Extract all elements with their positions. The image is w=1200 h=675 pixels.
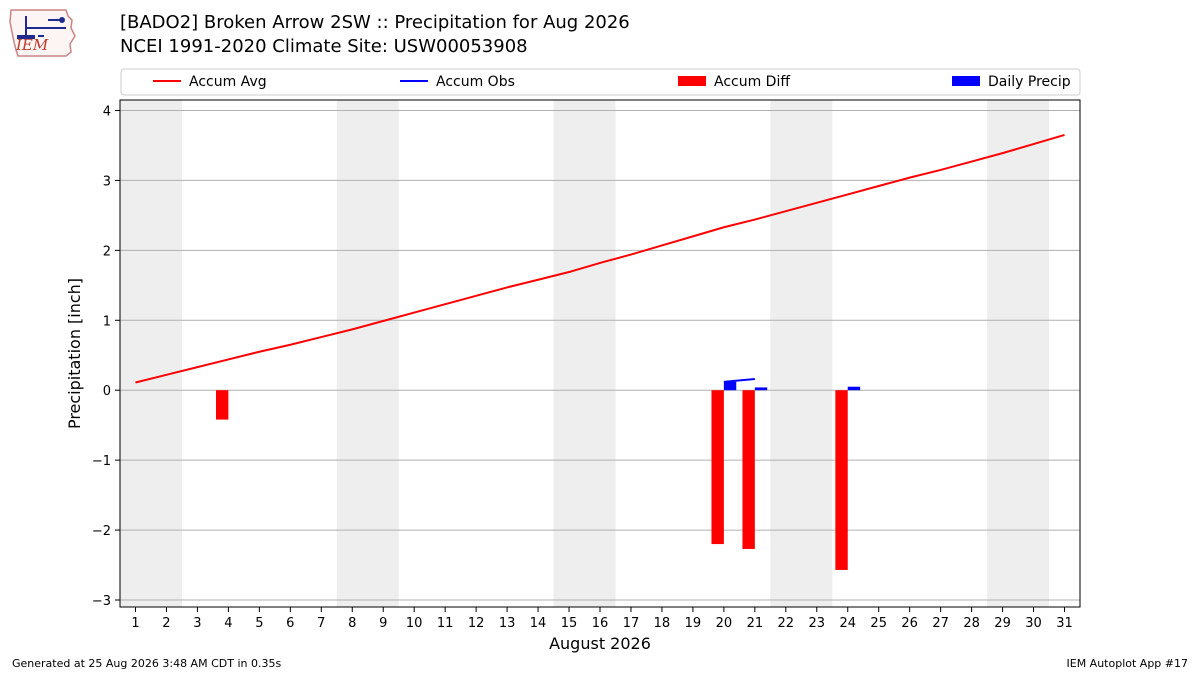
legend-swatch-accum-diff	[678, 76, 706, 86]
x-tick-label: 16	[592, 616, 609, 631]
x-tick-label: 9	[379, 616, 387, 631]
daily-precip-bar	[754, 387, 768, 391]
x-tick-label: 28	[963, 616, 980, 631]
chart-title: [BADO2] Broken Arrow 2SW :: Precipitatio…	[120, 12, 630, 33]
chart-subtitle: NCEI 1991-2020 Climate Site: USW00053908	[120, 36, 528, 57]
legend: Accum Avg Accum Obs Accum Diff Daily Precip	[120, 68, 1081, 96]
accum-diff-bar	[711, 390, 724, 545]
iem-logo: IEM	[9, 9, 76, 57]
x-tick-label: 11	[437, 616, 454, 631]
x-tick-label: 5	[255, 616, 263, 631]
x-tick-label: 7	[317, 616, 325, 631]
x-tick-label: 3	[193, 616, 201, 631]
legend-label-accum-diff: Accum Diff	[714, 74, 790, 90]
x-tick-label: 23	[809, 616, 826, 631]
accum-obs-line	[723, 378, 755, 383]
x-tick-label: 20	[716, 616, 733, 631]
daily-precip-bar	[723, 381, 737, 391]
legend-label-accum-avg: Accum Avg	[189, 74, 267, 90]
y-tick-label: −2	[92, 524, 111, 539]
y-tick-label: −3	[92, 594, 111, 609]
y-tick-label: 2	[103, 244, 111, 259]
legend-swatch-daily-precip	[952, 76, 980, 86]
weekend-band	[987, 100, 1050, 607]
daily-precip-bar	[847, 386, 861, 391]
y-axis-label: Precipitation [inch]	[65, 278, 84, 429]
accum-avg-line	[135, 134, 1065, 384]
x-tick-label: 6	[286, 616, 294, 631]
weekend-shading	[120, 100, 1050, 607]
x-axis: 1 2 3 4 5 6 7 8 9 10 11 12 13 14 15 16 17 18 19 20 21 22 23 24 2…	[131, 607, 1073, 631]
y-axis: 4 3 2 1 0 −1 −2 −3	[92, 104, 120, 609]
x-tick-label: 10	[406, 616, 423, 631]
x-tick-label: 26	[901, 616, 918, 631]
accum-diff-bar	[742, 390, 755, 549]
x-tick-label: 24	[839, 616, 856, 631]
weekend-band	[336, 100, 399, 607]
x-tick-label: 22	[778, 616, 795, 631]
y-tick-label: 3	[103, 174, 111, 189]
x-tick-label: 31	[1056, 616, 1073, 631]
x-tick-label: 2	[162, 616, 170, 631]
app-id: IEM Autoplot App #17	[1066, 657, 1189, 670]
x-tick-label: 25	[870, 616, 887, 631]
x-tick-label: 27	[932, 616, 949, 631]
x-axis-label: August 2026	[549, 634, 651, 653]
x-tick-label: 15	[561, 616, 578, 631]
legend-label-daily-precip: Daily Precip	[988, 74, 1071, 90]
y-tick-label: −1	[92, 454, 111, 469]
weather-station-icon	[17, 16, 66, 39]
x-tick-label: 8	[348, 616, 356, 631]
y-tick-label: 1	[103, 314, 111, 329]
lines	[135, 134, 1065, 384]
logo-text: IEM	[15, 36, 49, 54]
weekend-band	[770, 100, 833, 607]
legend-label-accum-obs: Accum Obs	[436, 74, 515, 90]
gridlines	[120, 109, 1080, 601]
x-tick-label: 14	[530, 616, 547, 631]
x-tick-label: 19	[685, 616, 702, 631]
x-tick-label: 1	[131, 616, 139, 631]
x-tick-label: 4	[224, 616, 232, 631]
weekend-band	[120, 100, 182, 607]
y-tick-label: 4	[103, 104, 111, 119]
y-tick-label: 0	[103, 384, 111, 399]
x-tick-label: 21	[747, 616, 764, 631]
legend-frame	[120, 68, 1081, 96]
x-tick-label: 18	[654, 616, 671, 631]
accum-diff-bar	[835, 390, 848, 570]
x-tick-label: 17	[623, 616, 640, 631]
x-tick-label: 12	[468, 616, 485, 631]
bars	[216, 381, 861, 570]
x-tick-label: 13	[499, 616, 516, 631]
generated-timestamp: Generated at 25 Aug 2026 3:48 AM CDT in …	[12, 657, 282, 670]
weekend-band	[553, 100, 616, 607]
accum-diff-bar	[216, 390, 229, 420]
x-tick-label: 29	[994, 616, 1011, 631]
x-tick-label: 30	[1025, 616, 1042, 631]
